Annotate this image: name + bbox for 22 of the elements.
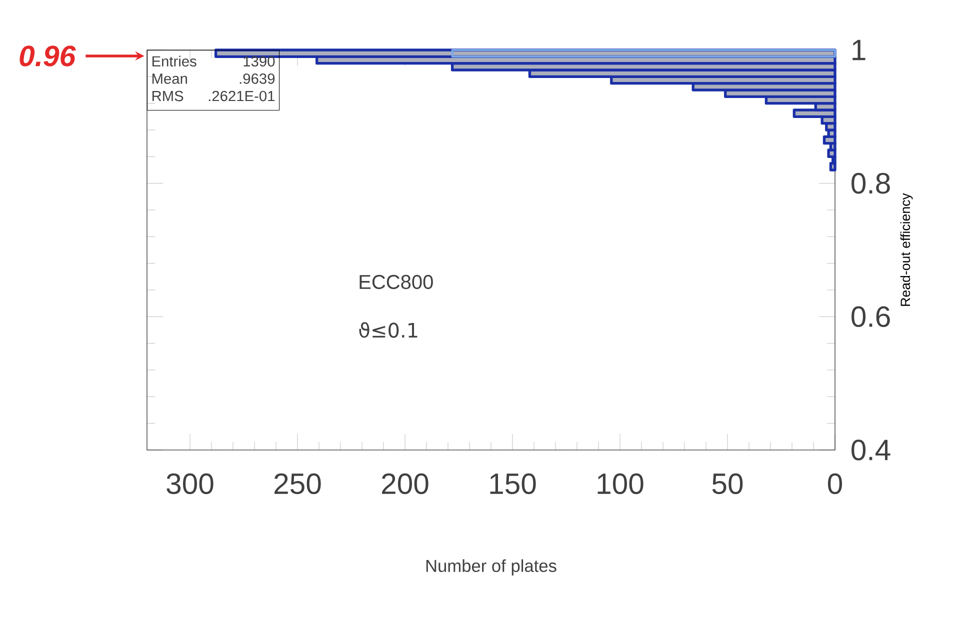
y-tick-label: 0.6: [852, 306, 890, 328]
annotation: .9639: [240, 74, 275, 84]
x-tick-label: 100: [598, 473, 644, 494]
annotation: 1390: [244, 56, 275, 67]
x-tick-label: 50: [712, 473, 743, 494]
annotation: ϑ≤0.1: [359, 322, 418, 338]
annotation: RMS: [152, 90, 184, 102]
annotation: ECC800: [360, 274, 433, 290]
annotation: Mean: [152, 74, 187, 84]
x-tick-label: 150: [490, 473, 536, 494]
x-tick-label: 250: [274, 473, 321, 494]
annotation: Entries: [152, 56, 196, 67]
y-tick-label: 1: [852, 40, 866, 60]
x-tick-label: 300: [166, 473, 214, 494]
y-tick-label: 0.4: [852, 440, 890, 460]
annotation: .2621E-01: [208, 90, 275, 102]
text: 0.96: [20, 46, 76, 66]
y-axis-title: Read-out efficiency: [900, 193, 913, 306]
x-tick-label: 200: [382, 473, 428, 494]
y-tick-label: 0.8: [852, 172, 890, 194]
x-tick-label: 0: [828, 473, 842, 494]
x-axis-title: Number of plates: [426, 559, 556, 576]
